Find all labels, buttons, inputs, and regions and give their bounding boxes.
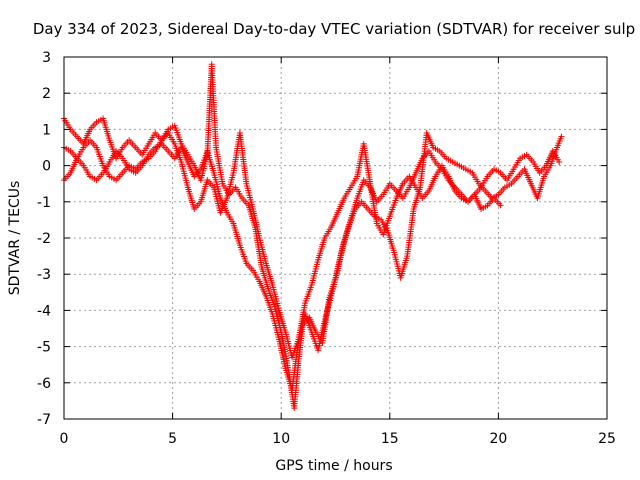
y-tick-label: -5 bbox=[37, 340, 51, 356]
x-axis-label: GPS time / hours bbox=[275, 458, 392, 474]
y-tick-label: 0 bbox=[42, 159, 51, 175]
data-point bbox=[556, 158, 563, 165]
y-tick-label: -4 bbox=[37, 303, 51, 319]
data-point bbox=[497, 202, 504, 209]
x-tick-label: 20 bbox=[489, 431, 507, 447]
y-tick-label: -3 bbox=[37, 267, 51, 283]
y-tick-label: 1 bbox=[42, 122, 51, 138]
y-tick-label: -6 bbox=[37, 376, 51, 392]
x-tick-label: 10 bbox=[272, 431, 290, 447]
data-point bbox=[558, 133, 565, 140]
series-track-3 bbox=[61, 140, 504, 394]
y-axis-label: SDTVAR / TECUs bbox=[7, 181, 23, 296]
chart-title: Day 334 of 2023, Sidereal Day-to-day VTE… bbox=[33, 20, 635, 38]
series-track-1 bbox=[61, 61, 565, 412]
x-tick-label: 15 bbox=[381, 431, 399, 447]
y-tick-label: -2 bbox=[37, 231, 51, 247]
x-tick-label: 0 bbox=[60, 431, 69, 447]
x-tick-label: 25 bbox=[598, 431, 616, 447]
y-tick-label: 3 bbox=[42, 50, 51, 66]
series-track-2 bbox=[61, 130, 563, 361]
grid bbox=[64, 57, 607, 419]
x-tick-label: 5 bbox=[168, 431, 177, 447]
axis-ticks: 0 5 10 15 20 25 -7 -6 -5 -4 -3 -2 -1 0 1 2 3 bbox=[37, 50, 616, 447]
y-tick-label: -1 bbox=[37, 195, 51, 211]
data-points bbox=[61, 61, 565, 412]
y-tick-label: -7 bbox=[37, 412, 51, 428]
y-tick-label: 2 bbox=[42, 86, 51, 102]
